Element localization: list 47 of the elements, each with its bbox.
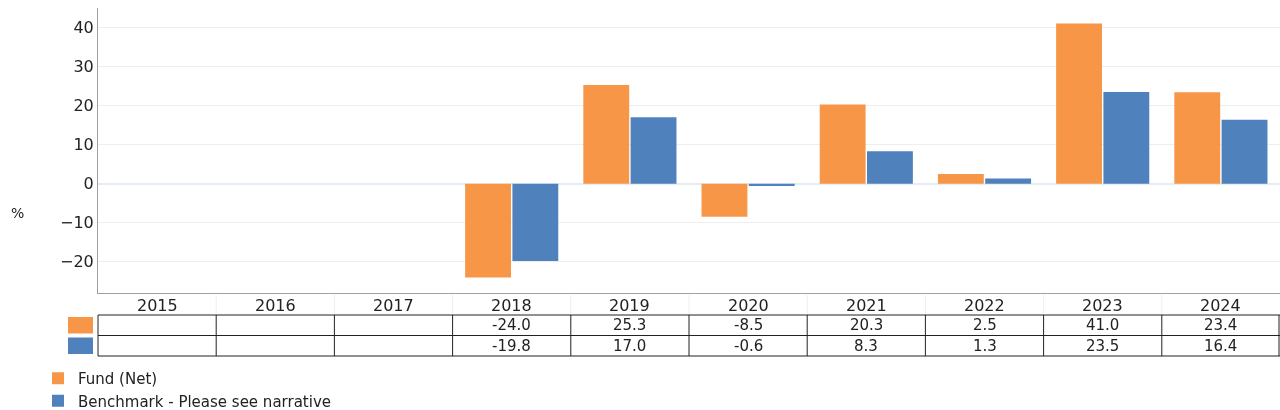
y-axis-title: % [11,205,25,221]
data-label: 25.3 [613,316,647,334]
legend-label: Fund (Net) [78,370,158,389]
x-tick-label: 2024 [1200,296,1241,315]
x-tick-label: 2017 [373,296,414,315]
bar [1103,91,1150,184]
x-tick-label: 2018 [491,296,532,315]
y-tick-label: −10 [60,213,94,233]
bar [867,151,913,184]
x-tick-label: 2021 [846,296,887,315]
bar [985,178,1032,184]
data-label: 16.4 [1204,337,1238,355]
bar [583,84,630,184]
data-label: 23.4 [1204,316,1238,334]
bar [937,173,984,184]
y-tick-label: 10 [73,135,94,155]
x-tick-label: 2020 [728,296,769,315]
data-label: 23.5 [1086,337,1120,355]
y-tick-label: 40 [73,18,94,38]
data-label: 1.3 [973,337,997,355]
data-label: -8.5 [734,316,764,334]
data-label: 20.3 [850,316,884,334]
y-tick-label: −20 [60,252,94,272]
legend-label: Benchmark - Please see narrative [78,392,331,410]
data-label: -24.0 [492,316,531,334]
data-label: 17.0 [613,337,647,355]
bar [512,183,559,261]
bar [1221,119,1268,184]
bar [1174,92,1221,184]
bar [701,183,748,217]
bar [630,117,677,184]
x-tick-label: 2016 [255,296,296,315]
bar [465,183,511,278]
data-label: 41.0 [1086,316,1120,334]
y-tick-label: 30 [73,57,94,77]
bar [1056,23,1102,184]
y-tick-label: 20 [73,96,94,116]
bar [819,104,866,184]
x-tick-label: 2015 [137,296,178,315]
y-tick-label: 0 [83,174,94,194]
x-tick-label: 2023 [1082,296,1123,315]
data-label: 2.5 [973,316,997,334]
data-label: 8.3 [854,337,878,355]
data-label: -19.8 [492,337,531,355]
x-tick-label: 2019 [609,296,650,315]
data-label: -0.6 [734,337,764,355]
x-tick-label: 2022 [964,296,1005,315]
